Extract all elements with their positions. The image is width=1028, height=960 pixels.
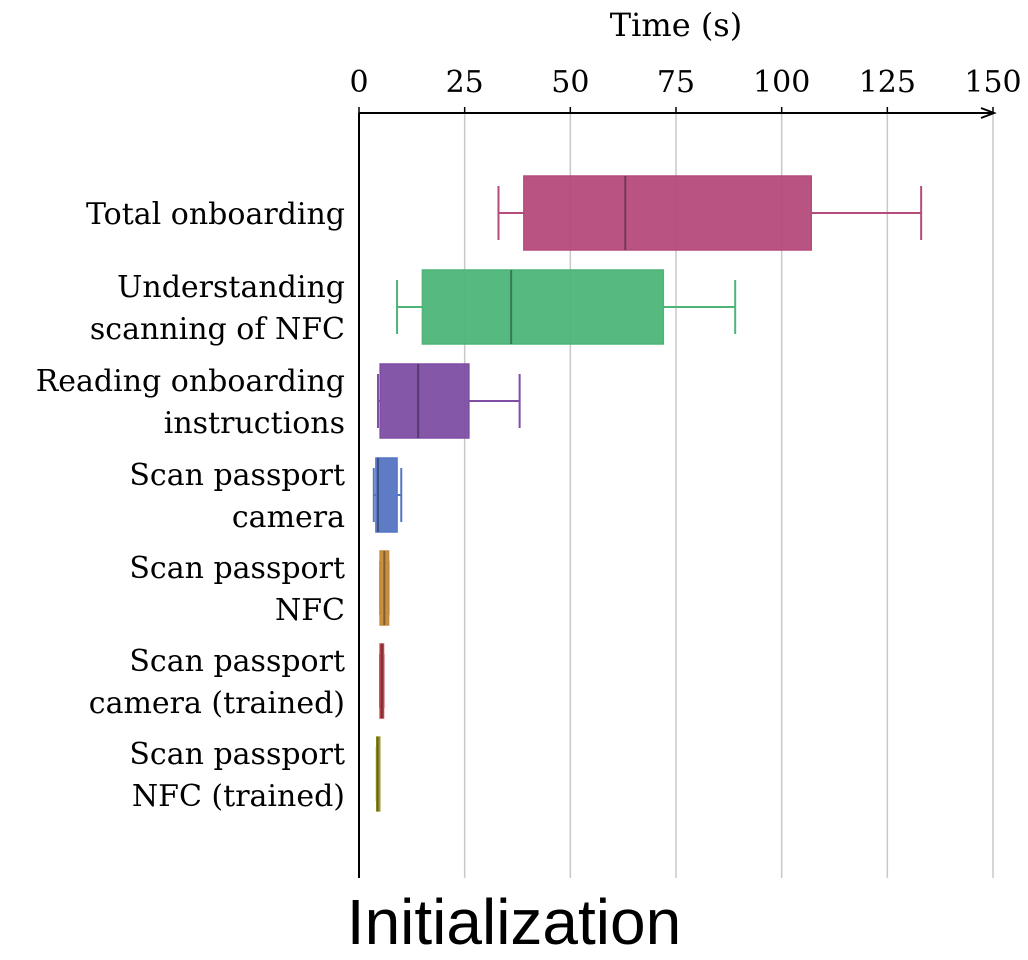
x-axis: 0 25 50 75 100 125 150 <box>349 65 1022 878</box>
box-group <box>379 550 390 626</box>
category-label: Understanding scanning of NFC <box>90 270 345 347</box>
box-group <box>497 175 923 251</box>
box-group <box>372 457 403 533</box>
category-label-line: instructions <box>164 406 345 441</box>
box-iqr <box>375 457 398 533</box>
category-label: Scan passport camera <box>129 458 345 535</box>
x-axis-arrow <box>980 107 997 119</box>
x-tick-label: 150 <box>964 65 1021 100</box>
category-label-line: Scan passport <box>129 458 345 493</box>
category-label: Scan passport NFC <box>129 551 345 628</box>
category-label-line: NFC <box>275 593 345 628</box>
category-label-line: Reading onboarding <box>36 364 345 399</box>
category-label-line: Understanding <box>117 270 345 305</box>
category-label: Reading onboarding instructions <box>36 364 345 441</box>
x-tick-label: 50 <box>551 65 589 100</box>
x-tick-label: 0 <box>349 65 368 100</box>
box-group <box>375 736 381 812</box>
boxes <box>372 175 923 812</box>
box-iqr <box>421 269 665 345</box>
category-label-line: Scan passport <box>129 737 345 772</box>
box-iqr <box>379 363 470 439</box>
caption: Initialization <box>346 886 682 958</box>
category-label: Scan passport camera (trained) <box>89 644 345 721</box>
category-label-line: Scan passport <box>129 551 345 586</box>
box-group <box>396 269 737 345</box>
x-tick-label: 100 <box>753 65 810 100</box>
category-label-line: camera (trained) <box>89 686 345 721</box>
box-iqr <box>523 175 813 251</box>
category-label-line: Scan passport <box>129 644 345 679</box>
category-label-line: camera <box>232 500 345 535</box>
category-labels: Total onboarding Understanding scanning of… <box>36 197 345 814</box>
x-axis-label: Time (s) <box>610 6 742 44</box>
x-tick-label: 75 <box>657 65 695 100</box>
x-tick-label: 25 <box>446 65 484 100</box>
category-label: Scan passport NFC (trained) <box>129 737 345 814</box>
box-plot-chart: 0 25 50 75 100 125 150 Total onboarding Underst… <box>36 6 1022 878</box>
box-group <box>377 363 521 439</box>
category-label-line: Total onboarding <box>86 197 345 232</box>
category-label: Total onboarding <box>86 197 345 232</box>
box-iqr <box>379 550 390 626</box>
box-iqr <box>379 643 385 719</box>
box-iqr <box>376 736 381 812</box>
category-label-line: scanning of NFC <box>90 312 345 347</box>
x-tick-label: 125 <box>859 65 916 100</box>
category-label-line: NFC (trained) <box>132 779 345 814</box>
box-group <box>379 643 385 719</box>
